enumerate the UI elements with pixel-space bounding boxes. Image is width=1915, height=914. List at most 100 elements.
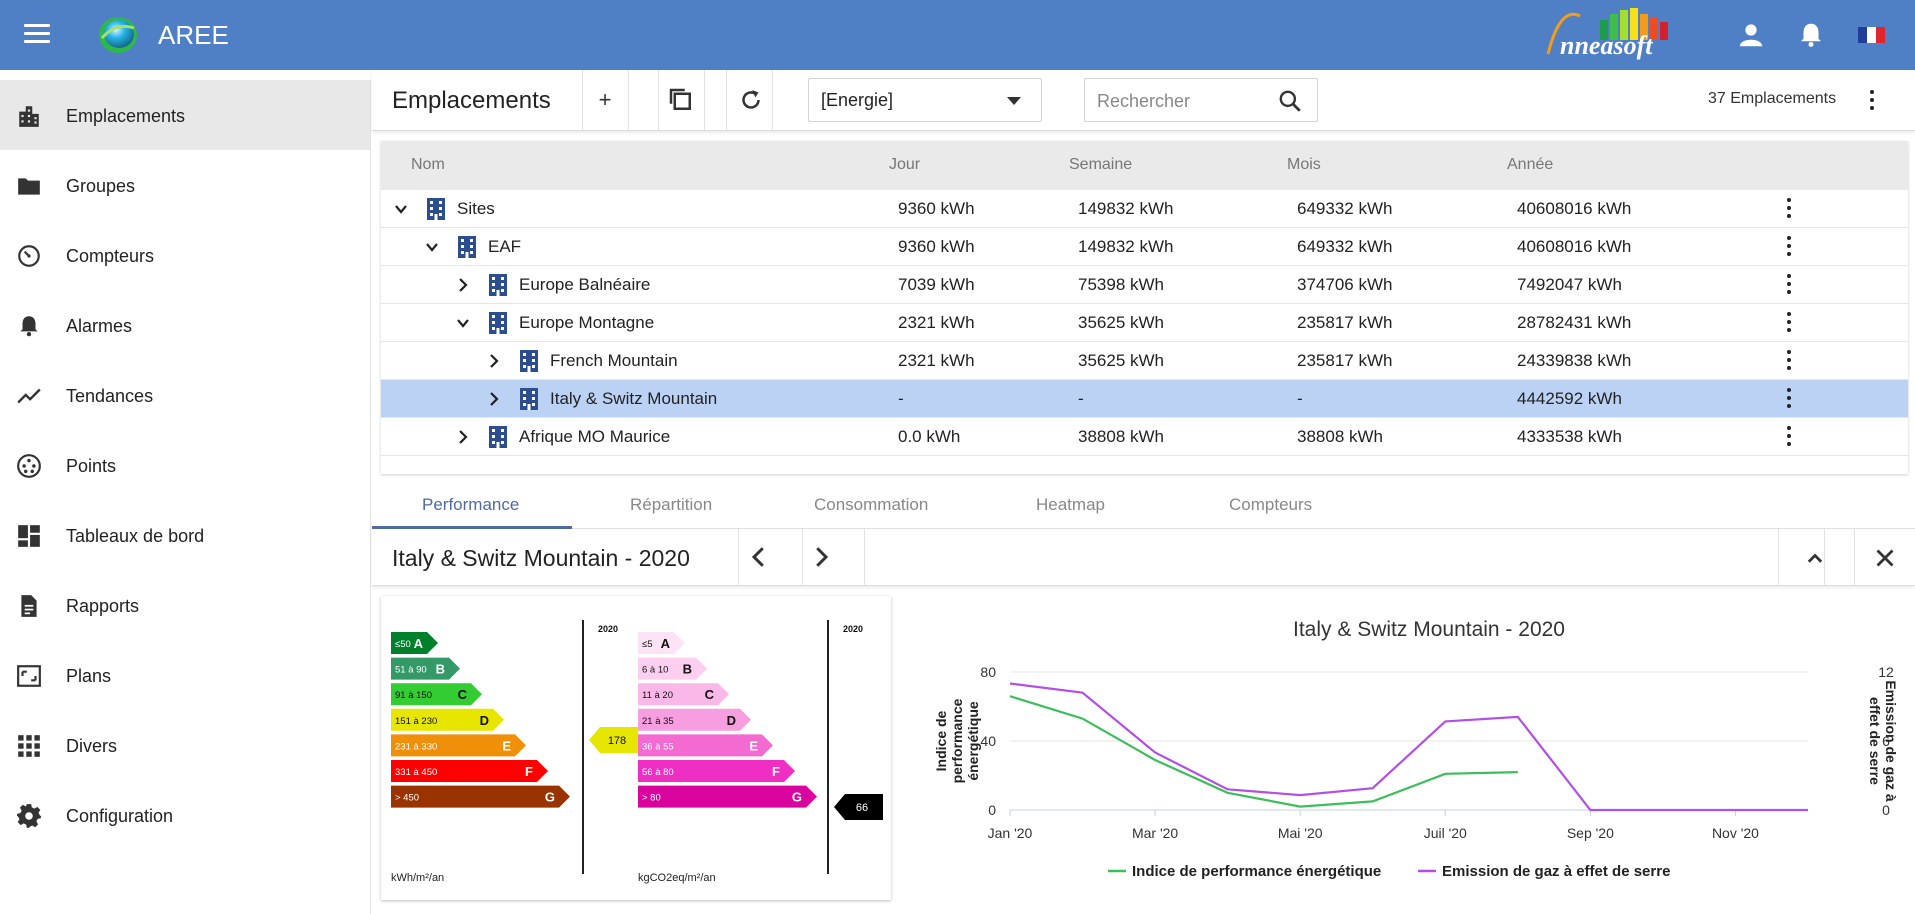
refresh-icon[interactable] xyxy=(736,85,766,115)
toolbar-divider xyxy=(704,70,705,130)
tab-performance[interactable]: Performance xyxy=(422,495,520,514)
chevron-right-icon[interactable] xyxy=(455,277,471,293)
sidebar-item-points[interactable]: Points xyxy=(0,430,370,500)
points-icon xyxy=(17,454,41,478)
column-header-semaine[interactable]: Semaine xyxy=(1069,156,1133,173)
energy-class-letter: A xyxy=(414,636,424,651)
french-flag-icon[interactable] xyxy=(1856,20,1886,50)
table-row[interactable]: Afrique MO Maurice 0.0 kWh 38808 kWh 38808 … xyxy=(381,418,1908,456)
sidebar-item-tendances[interactable]: Tendances xyxy=(0,360,370,430)
chevron-down-icon[interactable] xyxy=(455,315,471,331)
tab-compteurs[interactable]: Compteurs xyxy=(1229,495,1313,514)
sidebar-item-rapports[interactable]: Rapports xyxy=(0,570,370,640)
emplacements-toolbar: Emplacements + [Energie] 37 Emplacements xyxy=(372,70,1915,131)
user-icon[interactable] xyxy=(1736,20,1766,50)
column-header-mois[interactable]: Mois xyxy=(1287,156,1321,173)
locations-table: Nom Jour Semaine Mois Année Sites 9360 kW… xyxy=(381,141,1908,474)
location-name: Europe Balnéaire xyxy=(519,275,651,294)
chevron-right-icon[interactable] xyxy=(486,353,502,369)
table-row[interactable]: Italy & Switz Mountain - - - 4442592 kWh xyxy=(381,380,1908,418)
toolbar-divider xyxy=(628,70,629,130)
more-options-icon[interactable] xyxy=(1870,90,1874,114)
copy-icon[interactable] xyxy=(666,85,696,115)
cell-semaine: 149832 kWh xyxy=(1078,237,1174,256)
ghg-class-e: 36 à 55 E xyxy=(638,734,773,757)
sidebar-item-plans[interactable]: Plans xyxy=(0,640,370,710)
caret-down-icon xyxy=(1007,97,1021,105)
energy-class-e: 231 à 330 E xyxy=(391,734,526,757)
collapse-up-icon[interactable] xyxy=(1800,543,1830,573)
chevron-down-icon[interactable] xyxy=(393,201,409,217)
series-line-2[interactable] xyxy=(1009,682,1808,812)
notification-bell-icon[interactable] xyxy=(1796,20,1826,50)
energy-class-g: > 450 G xyxy=(391,785,570,808)
toolbar-divider xyxy=(726,70,727,130)
chevron-left-icon[interactable] xyxy=(744,542,774,572)
y-right-axis-title: Emission de gaz àeffet de serre xyxy=(1867,680,1899,802)
location-name: Sites xyxy=(457,199,495,218)
column-header-jour[interactable]: Jour xyxy=(889,156,921,173)
sidebar-item-tableaux-de-bord[interactable]: Tableaux de bord xyxy=(0,500,370,570)
hamburger-menu-icon[interactable] xyxy=(24,24,50,46)
energy-type-select[interactable]: [Energie] xyxy=(808,78,1042,122)
report-icon xyxy=(21,595,37,617)
row-menu-icon[interactable] xyxy=(1787,236,1791,260)
ghg-class-letter: A xyxy=(661,636,671,651)
series-line-1[interactable] xyxy=(1009,695,1518,808)
legend-item-2[interactable]: Emission de gaz à effet de serre xyxy=(1418,863,1670,880)
building-icon xyxy=(518,349,540,373)
building-icon xyxy=(487,273,509,297)
performance-chart-svg: Italy & Switz Mountain - 2020 0 40 80 0 6 12 Ja… xyxy=(933,618,1899,880)
cell-jour: - xyxy=(898,389,904,408)
ghg-class-letter: C xyxy=(705,687,715,702)
chevron-right-icon[interactable] xyxy=(455,429,471,445)
ghg-class-g: > 80 G xyxy=(638,785,817,808)
search-icon[interactable] xyxy=(1277,88,1303,114)
search-input[interactable] xyxy=(1097,89,1267,113)
tab-repartition[interactable]: Répartition xyxy=(630,495,713,514)
building-icon xyxy=(487,311,509,335)
cell-annee: 40608016 kWh xyxy=(1517,237,1632,256)
table-row[interactable]: EAF 9360 kWh 149832 kWh 649332 kWh 40608016 … xyxy=(381,228,1908,266)
chevron-right-icon[interactable] xyxy=(486,391,502,407)
legend-label: Emission de gaz à effet de serre xyxy=(1442,863,1670,880)
column-header-annee[interactable]: Année xyxy=(1507,156,1554,173)
tab-heatmap[interactable]: Heatmap xyxy=(1036,495,1105,514)
energy-year: 2020 xyxy=(598,624,618,634)
table-row[interactable]: Europe Balnéaire 7039 kWh 75398 kWh 374706 … xyxy=(381,266,1908,304)
sidebar-item-label: Tendances xyxy=(66,386,154,406)
svg-text:nneasoft: nneasoft xyxy=(1560,31,1653,60)
legend-item-1[interactable]: Indice de performance énergétique xyxy=(1108,863,1381,880)
row-menu-icon[interactable] xyxy=(1787,350,1791,374)
x-tick-label: Jan '20 xyxy=(988,825,1033,841)
chevron-down-icon[interactable] xyxy=(424,239,440,255)
table-row[interactable]: Sites 9360 kWh 149832 kWh 649332 kWh 4060801… xyxy=(381,190,1908,228)
sidebar-item-alarmes[interactable]: Alarmes xyxy=(0,290,370,360)
sidebar-item-label: Compteurs xyxy=(66,246,155,266)
energy-class-range: ≤50 xyxy=(395,639,411,650)
sidebar-item-configuration[interactable]: Configuration xyxy=(0,780,370,850)
row-menu-icon[interactable] xyxy=(1787,426,1791,450)
tab-consommation[interactable]: Consommation xyxy=(814,495,929,514)
toolbar-divider xyxy=(864,529,865,585)
cell-mois: 235817 kWh xyxy=(1297,351,1393,370)
sidebar-item-divers[interactable]: Divers xyxy=(0,710,370,780)
energy-unit: kWh/m²/an xyxy=(391,872,444,884)
row-menu-icon[interactable] xyxy=(1787,274,1791,298)
row-menu-icon[interactable] xyxy=(1787,312,1791,336)
sidebar-item-groupes[interactable]: Groupes xyxy=(0,150,370,220)
column-header-nom[interactable]: Nom xyxy=(411,156,445,173)
table-row[interactable]: Europe Montagne 2321 kWh 35625 kWh 235817 k… xyxy=(381,304,1908,342)
detail-toolbar: Italy & Switz Mountain - 2020 xyxy=(372,529,1915,586)
row-menu-icon[interactable] xyxy=(1787,388,1791,412)
table-row[interactable]: French Mountain 2321 kWh 35625 kWh 235817 k… xyxy=(381,342,1908,380)
close-icon[interactable] xyxy=(1870,543,1900,573)
chevron-right-icon[interactable] xyxy=(806,542,836,572)
sidebar-item-label: Configuration xyxy=(66,806,174,826)
sidebar: Emplacements Groupes Compteurs Alarmes T… xyxy=(0,80,371,914)
add-button[interactable]: + xyxy=(598,87,612,112)
row-menu-icon[interactable] xyxy=(1787,198,1791,222)
sidebar-item-compteurs[interactable]: Compteurs xyxy=(0,220,370,290)
ghg-class-range: > 80 xyxy=(642,793,661,804)
sidebar-item-emplacements[interactable]: Emplacements xyxy=(0,80,370,150)
